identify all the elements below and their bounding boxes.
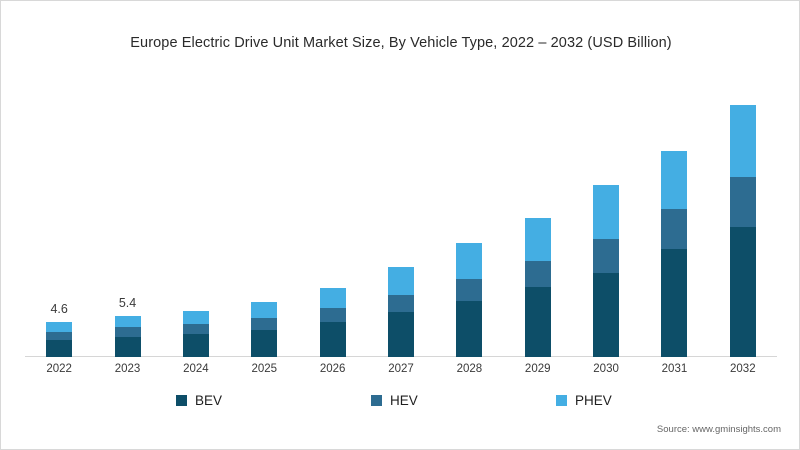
stacked-bar[interactable] (661, 151, 688, 357)
legend-item-bev[interactable]: BEV (176, 393, 222, 408)
bar-segment-bev[interactable] (251, 329, 278, 357)
x-axis-label-2022: 2022 (46, 363, 72, 375)
bar-segment-phev[interactable] (524, 218, 551, 261)
bar-segment-phev[interactable] (46, 322, 73, 332)
bar-column[interactable] (640, 76, 708, 357)
bar-column[interactable]: 4.6 (25, 76, 93, 357)
x-axis-label-2024: 2024 (183, 363, 209, 375)
bar-column[interactable]: 5.4 (94, 76, 162, 357)
bar-segment-phev[interactable] (182, 311, 209, 325)
bar-segment-bev[interactable] (46, 339, 73, 357)
bar-column[interactable] (572, 76, 640, 357)
x-axis-tick-labels: 2022 2023 2024 2025 2026 2027 2028 2029 2030 2031… (25, 363, 777, 383)
x-axis-label-2031: 2031 (661, 363, 688, 375)
stacked-bar[interactable] (593, 185, 620, 357)
bar-segment-hev[interactable] (182, 324, 209, 335)
bar-segment-phev[interactable] (661, 151, 688, 209)
bar-column[interactable] (435, 76, 503, 357)
source-attribution: Source: www.gminsights.com (656, 424, 781, 435)
x-axis-label-2025: 2025 (251, 363, 278, 375)
bar-segment-phev[interactable] (319, 287, 346, 308)
bar-segment-bev[interactable] (388, 312, 414, 357)
stacked-bar[interactable] (524, 218, 551, 357)
bar-column[interactable] (299, 76, 367, 357)
bar-segment-hev[interactable] (251, 317, 278, 330)
bar-segment-bev[interactable] (729, 227, 756, 357)
x-axis-label-2026: 2026 (319, 363, 346, 375)
legend-item-hev[interactable]: HEV (371, 393, 418, 408)
bar-segment-bev[interactable] (319, 322, 346, 357)
bar-segment-phev[interactable] (388, 267, 414, 295)
bar-segment-phev[interactable] (729, 104, 756, 178)
bar-segment-hev[interactable] (319, 307, 346, 323)
stacked-bar[interactable] (319, 287, 346, 357)
x-axis-label-2028: 2028 (456, 363, 483, 375)
bar-segment-hev[interactable] (593, 238, 620, 274)
bar-column[interactable] (162, 76, 230, 357)
stacked-bar[interactable] (46, 322, 73, 357)
legend-label: HEV (390, 393, 418, 408)
stacked-bar[interactable] (388, 267, 414, 357)
x-axis-label-2032: 2032 (730, 363, 756, 375)
bar-segment-bev[interactable] (661, 249, 688, 357)
stacked-bar[interactable] (456, 243, 483, 357)
legend-label: BEV (195, 393, 223, 408)
bar-segment-hev[interactable] (661, 208, 688, 250)
bar-column[interactable] (504, 76, 572, 357)
bar-value-label: 5.4 (118, 296, 137, 310)
x-axis-label-2029: 2029 (524, 363, 551, 375)
bar-segment-hev[interactable] (456, 278, 483, 301)
stacked-bar[interactable] (251, 301, 278, 357)
bar-segment-phev[interactable] (251, 301, 278, 318)
bar-segment-hev[interactable] (524, 260, 551, 288)
bar-value-label: 4.6 (50, 302, 68, 317)
bar-segment-bev[interactable] (524, 287, 551, 357)
bar-segment-hev[interactable] (46, 331, 73, 340)
legend-swatch-icon (556, 395, 567, 406)
chart-title: Europe Electric Drive Unit Market Size, … (130, 35, 672, 51)
bar-segment-phev[interactable] (114, 316, 141, 328)
bar-segment-bev[interactable] (593, 273, 620, 357)
bar-segment-hev[interactable] (388, 294, 414, 313)
bar-column[interactable] (709, 76, 777, 357)
bar-segment-bev[interactable] (456, 300, 483, 357)
bar-segment-phev[interactable] (456, 243, 483, 279)
bar-segment-hev[interactable] (729, 177, 756, 228)
legend-swatch-icon (176, 395, 187, 406)
bar-segment-hev[interactable] (114, 327, 141, 337)
bar-segment-bev[interactable] (182, 334, 209, 357)
bar-segment-phev[interactable] (593, 185, 620, 239)
legend-swatch-icon (371, 395, 382, 406)
legend-item-phev[interactable]: PHEV (556, 393, 612, 408)
x-axis-label-2023: 2023 (114, 363, 141, 375)
bar-column[interactable] (230, 76, 298, 357)
x-axis-label-2030: 2030 (593, 363, 619, 375)
stacked-bar[interactable] (729, 104, 756, 357)
stacked-bar[interactable] (114, 316, 141, 357)
chart-legend: BEV HEV PHEV (1, 393, 800, 415)
bar-column[interactable] (367, 76, 435, 357)
bar-segment-bev[interactable] (114, 336, 141, 357)
plot-area: 4.6 5.4 (25, 76, 777, 357)
legend-label: PHEV (575, 393, 612, 408)
stacked-bar[interactable] (182, 311, 209, 357)
x-axis-label-2027: 2027 (388, 363, 414, 375)
